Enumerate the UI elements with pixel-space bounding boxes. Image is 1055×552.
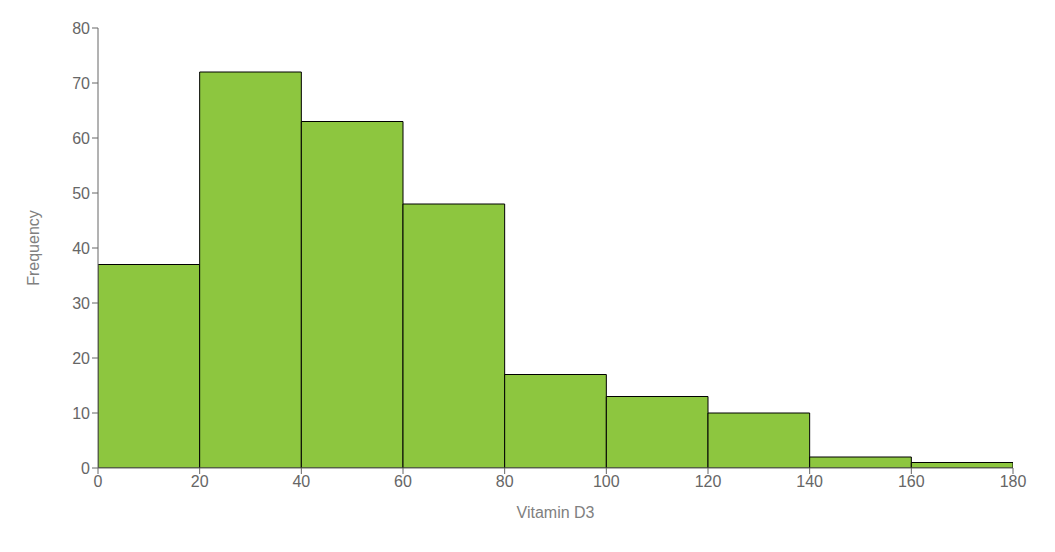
svg-text:60: 60: [72, 130, 90, 147]
svg-text:Vitamin D3: Vitamin D3: [517, 504, 595, 521]
svg-text:70: 70: [72, 75, 90, 92]
svg-text:0: 0: [94, 473, 103, 490]
svg-text:20: 20: [191, 473, 209, 490]
svg-text:80: 80: [72, 20, 90, 37]
svg-text:40: 40: [292, 473, 310, 490]
svg-text:0: 0: [81, 460, 90, 477]
svg-text:100: 100: [593, 473, 620, 490]
svg-text:40: 40: [72, 240, 90, 257]
svg-text:180: 180: [1000, 473, 1027, 490]
svg-text:20: 20: [72, 350, 90, 367]
svg-text:140: 140: [796, 473, 823, 490]
svg-text:30: 30: [72, 295, 90, 312]
svg-text:80: 80: [496, 473, 514, 490]
svg-text:Frequency: Frequency: [25, 210, 42, 286]
svg-text:60: 60: [394, 473, 412, 490]
svg-text:160: 160: [898, 473, 925, 490]
svg-text:50: 50: [72, 185, 90, 202]
svg-text:120: 120: [695, 473, 722, 490]
svg-text:10: 10: [72, 405, 90, 422]
